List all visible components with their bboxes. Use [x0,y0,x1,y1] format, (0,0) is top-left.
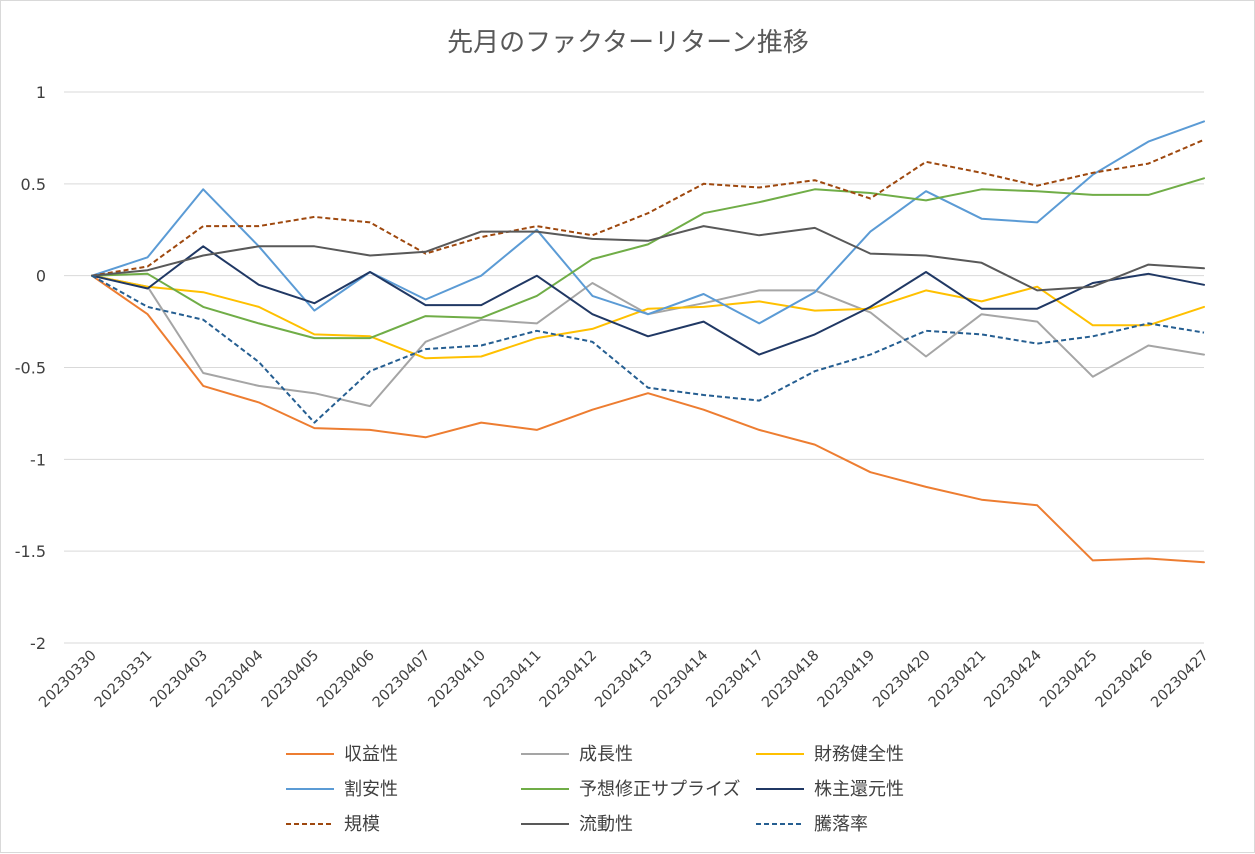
x-tick-label: 20230407 [370,648,434,712]
x-tick-label: 20230413 [592,648,656,712]
x-tick-label: 20230424 [982,648,1046,712]
y-tick-label: 1 [36,83,46,102]
x-tick-label: 20230405 [259,648,323,712]
x-tick-label: 20230331 [92,648,156,712]
legend-label: 騰落率 [814,814,868,835]
x-tick-label: 20230421 [926,648,990,712]
legend-label: 流動性 [579,814,633,835]
y-tick-label: -1 [30,450,46,469]
x-tick-label: 20230425 [1037,648,1101,712]
y-tick-label: 0.5 [21,175,46,194]
series-line-0 [91,274,1205,564]
x-tick-label: 20230411 [481,648,545,712]
x-tick-label: 20230418 [759,648,823,712]
y-tick-label: 0 [36,267,46,286]
y-tick-label: -2 [30,634,46,653]
x-tick-label: 20230417 [704,648,768,712]
y-tick-label: -1.5 [15,542,46,561]
x-tick-label: 20230410 [426,648,490,712]
x-tick-label: 20230419 [815,648,879,712]
series-line-4 [91,177,1205,340]
series-lines [91,120,1205,564]
legend-label: 財務健全性 [814,744,904,765]
series-line-6 [91,138,1205,277]
legend-label: 規模 [344,814,380,835]
x-tick-label: 20230412 [537,648,601,712]
x-axis-ticks: 2023033020230331202304032023040420230405… [36,648,1212,712]
legend-label: 成長性 [579,744,633,765]
gridlines [64,91,1204,644]
legend-label: 収益性 [344,744,398,765]
x-tick-label: 20230404 [203,648,267,712]
x-tick-label: 20230420 [870,648,934,712]
y-axis-ticks: 1 0.5 0 -0.5 -1 -1.5 -2 [15,83,46,653]
legend-label: 予想修正サプライズ [579,779,740,800]
x-tick-label: 20230406 [314,648,378,712]
x-tick-label: 20230426 [1093,648,1157,712]
legend-label: 割安性 [344,779,398,800]
series-line-8 [91,274,1205,424]
series-line-5 [91,245,1205,356]
x-tick-label: 20230427 [1148,648,1212,712]
y-tick-label: -0.5 [15,359,46,378]
x-tick-label: 20230330 [36,648,100,712]
series-line-2 [91,274,1205,360]
series-line-3 [91,120,1205,325]
x-tick-label: 20230403 [148,648,212,712]
legend-label: 株主還元性 [814,779,904,800]
series-line-7 [91,225,1205,292]
x-tick-label: 20230414 [648,648,712,712]
chart-title: 先月のファクターリターン推移 [447,28,809,58]
